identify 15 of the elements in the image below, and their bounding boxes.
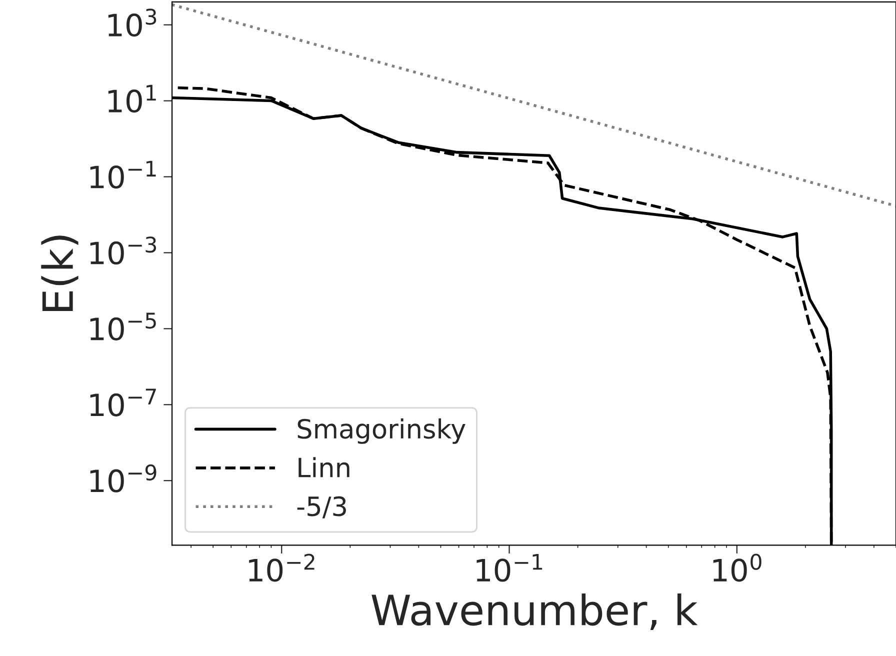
y-axis-title: E(k) <box>41 236 78 311</box>
y-tick-label: 10$^{−1}$ <box>90 160 156 189</box>
legend-label: -5/3 <box>297 496 346 518</box>
y-tick-label: 10$^{−5}$ <box>90 312 156 341</box>
x-axis-title: Wavenumber, k <box>372 593 698 630</box>
legend-label: Linn <box>298 457 350 478</box>
x-tick-label: 10$^{0}$ <box>713 554 762 582</box>
y-tick-label: 10$^{−3}$ <box>90 236 156 265</box>
y-tick-label: 10$^{3}$ <box>108 8 156 37</box>
legend-label: Smagorinsky <box>298 418 466 444</box>
y-tick-label: 10$^{1}$ <box>108 84 156 113</box>
x-tick-label: 10$^{−1}$ <box>476 554 542 582</box>
x-tick-label: 10$^{−2}$ <box>249 554 314 582</box>
y-tick-label: 10$^{−7}$ <box>90 388 156 416</box>
y-tick-label: 10$^{−9}$ <box>90 464 156 492</box>
